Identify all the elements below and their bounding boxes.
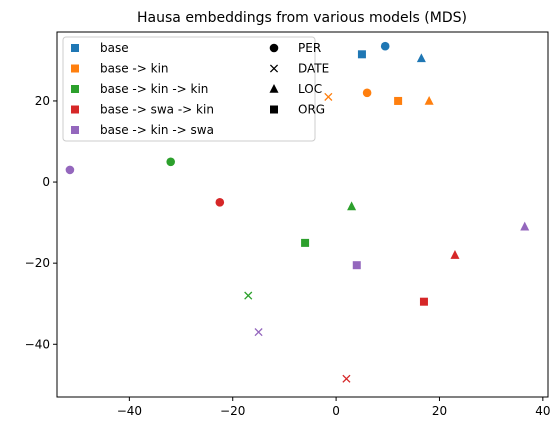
legend-label: PER xyxy=(298,41,321,55)
legend-label: ORG xyxy=(298,103,325,117)
data-point xyxy=(65,165,75,175)
data-point xyxy=(301,238,310,247)
legend-swatch xyxy=(71,105,79,114)
legend-label: base -> swa -> kin xyxy=(100,103,214,117)
legend-marker xyxy=(269,84,279,93)
data-point xyxy=(419,297,428,306)
data-point xyxy=(215,198,225,207)
legend-label: base -> kin -> swa xyxy=(100,123,214,137)
data-point xyxy=(166,157,176,167)
legend-label: DATE xyxy=(298,62,329,76)
data-point xyxy=(347,201,357,211)
data-point xyxy=(342,374,351,383)
legend-marker xyxy=(270,105,278,114)
legend-label: base -> kin xyxy=(100,62,169,76)
y-tick-label: −20 xyxy=(25,256,50,270)
y-tick-label: 0 xyxy=(42,175,50,189)
data-point xyxy=(394,96,403,105)
data-point xyxy=(424,95,434,105)
legend: base base -> kin base -> kin -> kin base ->… xyxy=(62,36,329,142)
y-tick-label: 20 xyxy=(35,94,50,108)
legend-swatch xyxy=(71,64,79,73)
x-tick-label: −20 xyxy=(220,404,245,418)
data-point xyxy=(324,92,333,101)
legend-box xyxy=(62,36,316,142)
data-point xyxy=(450,250,460,259)
legend-swatch xyxy=(71,85,79,93)
data-point xyxy=(244,291,253,300)
legend-marker xyxy=(269,64,279,73)
data-point xyxy=(362,88,372,98)
data-point xyxy=(520,221,530,231)
axes-frame xyxy=(56,31,549,398)
data-point xyxy=(416,53,426,63)
legend-label: base xyxy=(100,41,129,55)
data-point xyxy=(352,261,361,270)
legend-swatch xyxy=(71,126,79,134)
data-point xyxy=(357,50,366,59)
x-tick-label: 0 xyxy=(332,404,340,418)
x-tick-label: −40 xyxy=(117,404,142,418)
legend-label: base -> kin -> kin xyxy=(100,82,208,96)
legend-label: LOC xyxy=(298,82,322,96)
data-point xyxy=(380,41,390,51)
x-tick-label: 40 xyxy=(535,404,550,418)
data-point xyxy=(254,328,263,337)
y-tick-label: −40 xyxy=(25,337,50,351)
chart-title: Hausa embeddings from various models (MD… xyxy=(137,10,467,26)
legend-marker xyxy=(269,43,279,53)
legend-swatch xyxy=(71,44,79,52)
x-tick-label: 20 xyxy=(432,404,447,418)
